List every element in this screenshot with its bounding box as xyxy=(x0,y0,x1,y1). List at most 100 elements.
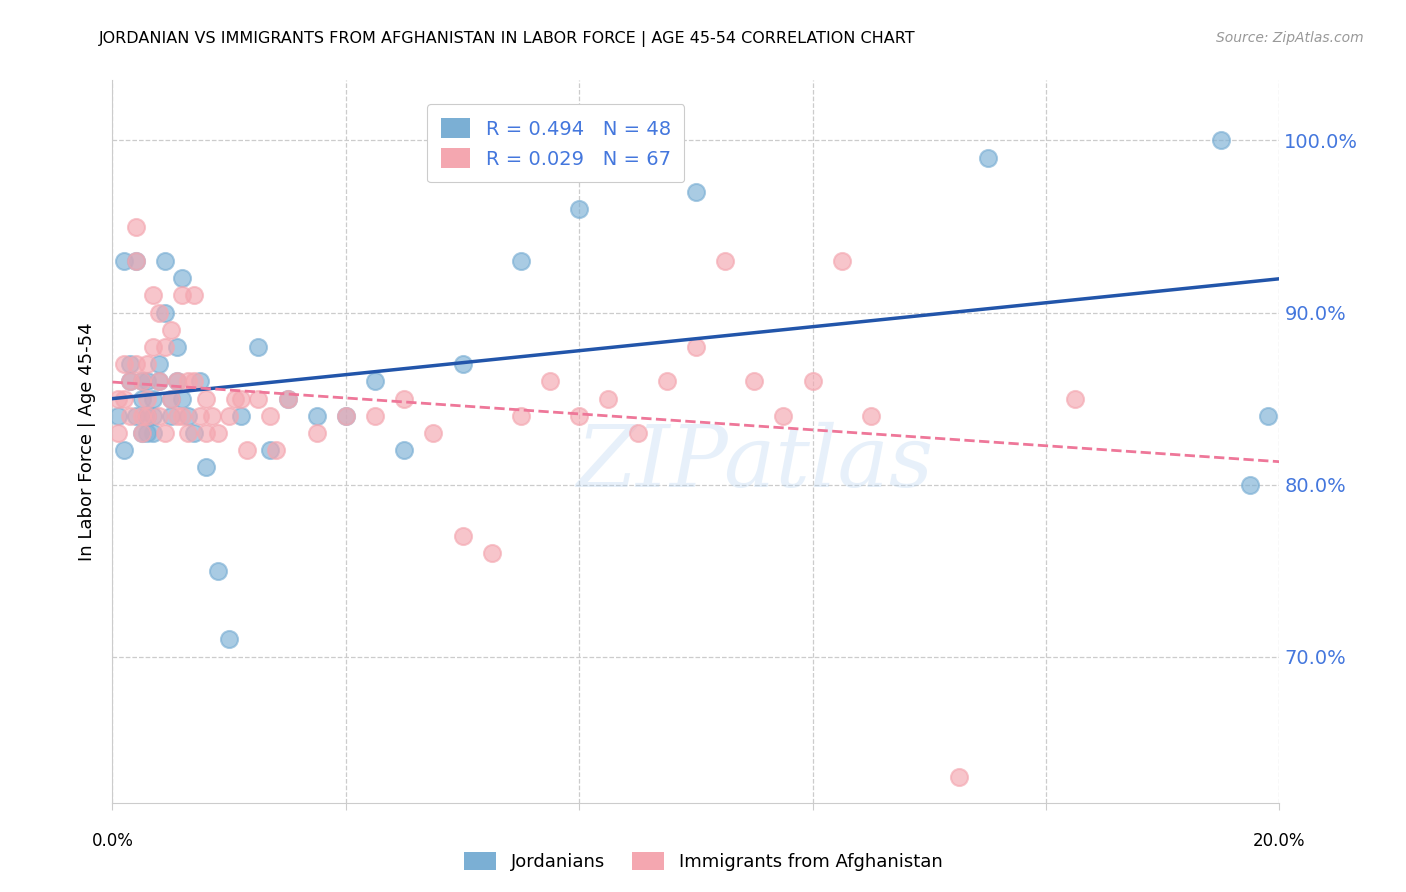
Point xyxy=(218,409,240,423)
Point xyxy=(183,375,205,389)
Point xyxy=(422,425,444,440)
Point xyxy=(131,392,153,406)
Point xyxy=(107,392,129,406)
Point xyxy=(538,375,561,389)
Point xyxy=(394,392,416,406)
Point xyxy=(136,409,159,423)
Point xyxy=(136,357,159,371)
Point xyxy=(166,340,188,354)
Point xyxy=(976,151,998,165)
Point xyxy=(148,409,170,423)
Point xyxy=(131,425,153,440)
Point xyxy=(305,409,328,423)
Point xyxy=(1239,477,1261,491)
Point xyxy=(118,375,141,389)
Point xyxy=(112,392,135,406)
Point xyxy=(1209,133,1232,147)
Point xyxy=(451,529,474,543)
Point xyxy=(655,375,678,389)
Point xyxy=(172,288,194,302)
Point xyxy=(142,288,165,302)
Point xyxy=(364,375,387,389)
Point xyxy=(148,357,170,371)
Point xyxy=(259,443,281,458)
Point xyxy=(207,425,229,440)
Point xyxy=(125,253,148,268)
Point xyxy=(118,357,141,371)
Point xyxy=(125,219,148,234)
Point xyxy=(153,253,176,268)
Point xyxy=(118,375,141,389)
Point xyxy=(177,425,200,440)
Point xyxy=(218,632,240,647)
Point xyxy=(264,443,287,458)
Point xyxy=(166,375,188,389)
Point xyxy=(112,253,135,268)
Point xyxy=(451,357,474,371)
Point xyxy=(235,443,257,458)
Point xyxy=(394,443,416,458)
Point xyxy=(142,392,165,406)
Point xyxy=(305,425,328,440)
Point xyxy=(107,409,129,423)
Point xyxy=(335,409,357,423)
Point xyxy=(136,425,159,440)
Point xyxy=(188,375,211,389)
Point xyxy=(166,375,188,389)
Point xyxy=(801,375,824,389)
Point xyxy=(598,392,620,406)
Point xyxy=(247,392,270,406)
Point xyxy=(229,409,252,423)
Point xyxy=(107,425,129,440)
Point xyxy=(125,253,148,268)
Point xyxy=(568,409,591,423)
Point xyxy=(276,392,298,406)
Point xyxy=(194,460,217,475)
Text: Source: ZipAtlas.com: Source: ZipAtlas.com xyxy=(1216,31,1364,45)
Point xyxy=(112,443,135,458)
Point xyxy=(160,409,183,423)
Point xyxy=(207,564,229,578)
Point xyxy=(160,323,183,337)
Point xyxy=(194,425,217,440)
Point xyxy=(131,375,153,389)
Point xyxy=(481,546,503,560)
Point xyxy=(172,271,194,285)
Point xyxy=(364,409,387,423)
Point xyxy=(831,253,853,268)
Point xyxy=(188,409,211,423)
Point xyxy=(948,770,970,784)
Point xyxy=(172,409,194,423)
Point xyxy=(1257,409,1279,423)
Point xyxy=(183,288,205,302)
Point xyxy=(131,409,153,423)
Text: 0.0%: 0.0% xyxy=(91,831,134,850)
Text: JORDANIAN VS IMMIGRANTS FROM AFGHANISTAN IN LABOR FORCE | AGE 45-54 CORRELATION : JORDANIAN VS IMMIGRANTS FROM AFGHANISTAN… xyxy=(98,31,915,47)
Point xyxy=(148,375,170,389)
Point xyxy=(131,425,153,440)
Point xyxy=(685,340,707,354)
Point xyxy=(136,392,159,406)
Point xyxy=(125,409,148,423)
Point xyxy=(125,357,148,371)
Point xyxy=(742,375,765,389)
Point xyxy=(1064,392,1087,406)
Point xyxy=(118,409,141,423)
Legend: R = 0.494   N = 48, R = 0.029   N = 67: R = 0.494 N = 48, R = 0.029 N = 67 xyxy=(427,104,685,183)
Point xyxy=(148,305,170,319)
Point xyxy=(142,409,165,423)
Legend: Jordanians, Immigrants from Afghanistan: Jordanians, Immigrants from Afghanistan xyxy=(457,845,949,879)
Point xyxy=(112,357,135,371)
Point xyxy=(142,340,165,354)
Point xyxy=(148,375,170,389)
Point xyxy=(194,392,217,406)
Point xyxy=(685,185,707,199)
Point xyxy=(714,253,737,268)
Point xyxy=(509,253,531,268)
Point xyxy=(153,305,176,319)
Point xyxy=(568,202,591,217)
Text: 20.0%: 20.0% xyxy=(1253,831,1306,850)
Text: ZIPatlas: ZIPatlas xyxy=(575,422,934,505)
Point xyxy=(153,425,176,440)
Point xyxy=(153,340,176,354)
